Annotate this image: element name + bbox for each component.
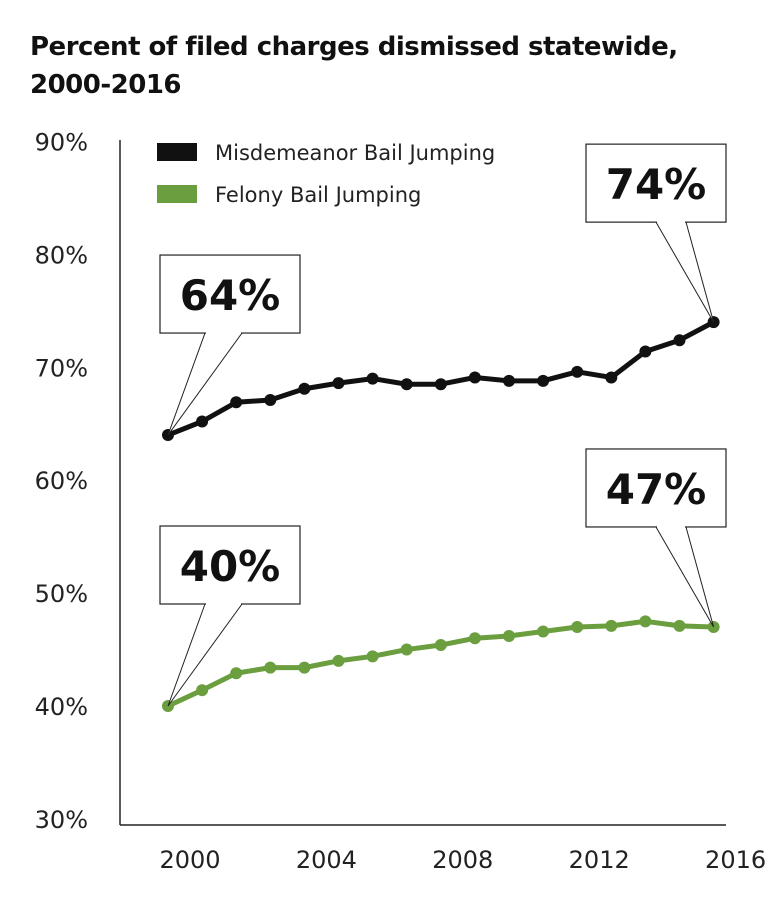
data-point [230, 667, 243, 680]
legend-swatch [157, 185, 197, 203]
x-tick-label: 2016 [705, 846, 766, 874]
data-point [468, 371, 481, 384]
data-point [605, 371, 618, 384]
legend-label: Felony Bail Jumping [215, 183, 421, 207]
data-point [400, 643, 413, 656]
data-point [196, 684, 209, 697]
data-point [434, 639, 447, 652]
data-point [264, 661, 277, 674]
data-point [605, 619, 618, 632]
y-tick-label: 70% [35, 354, 88, 382]
y-tick-label: 30% [35, 806, 88, 834]
x-tick-label: 2000 [159, 846, 220, 874]
data-point [400, 378, 413, 391]
data-point [503, 374, 515, 387]
data-point [571, 365, 584, 378]
data-point [298, 661, 311, 674]
callout-47%: 47% [585, 448, 727, 628]
legend-swatch [157, 143, 197, 161]
data-point [332, 654, 345, 667]
series-0 [162, 316, 720, 442]
callout-40%: 40% [159, 525, 301, 707]
x-tick-label: 2008 [432, 846, 493, 874]
callout-label: 47% [606, 465, 707, 514]
callout-pointer [655, 526, 715, 628]
data-point [537, 625, 550, 638]
callout-74%: 74% [585, 143, 727, 323]
data-point [434, 378, 447, 391]
callout-64%: 64% [159, 254, 301, 436]
data-point [468, 632, 481, 645]
data-point [639, 345, 652, 358]
data-point [298, 382, 311, 395]
x-tick-label: 2004 [296, 846, 357, 874]
y-tick-label: 80% [35, 241, 88, 269]
data-point [264, 394, 277, 407]
callout-label: 74% [606, 160, 707, 209]
series-line [166, 618, 714, 709]
y-tick-label: 40% [35, 693, 88, 721]
data-point [196, 415, 209, 428]
series-1 [162, 615, 720, 712]
callout-box [585, 143, 727, 223]
legend-label: Misdemeanor Bail Jumping [215, 141, 495, 165]
y-tick-label: 90% [35, 129, 88, 157]
data-point [366, 650, 379, 663]
y-tick-label: 50% [35, 580, 88, 608]
callout-label: 64% [180, 271, 281, 320]
callout-box [585, 448, 727, 528]
data-point [571, 620, 584, 633]
data-point [503, 630, 515, 643]
x-tick-label: 2012 [569, 846, 630, 874]
y-tick-label: 60% [35, 467, 88, 495]
callout-label: 40% [180, 542, 281, 591]
callout-pointer [655, 221, 715, 323]
chart-title: Percent of filed charges dismissed state… [30, 32, 678, 100]
callout-box [159, 525, 301, 605]
data-point [673, 334, 686, 347]
data-point [332, 377, 345, 390]
data-point [366, 372, 379, 385]
data-point [537, 374, 550, 387]
data-point [230, 396, 243, 409]
data-point [673, 619, 686, 632]
data-point [639, 615, 652, 628]
